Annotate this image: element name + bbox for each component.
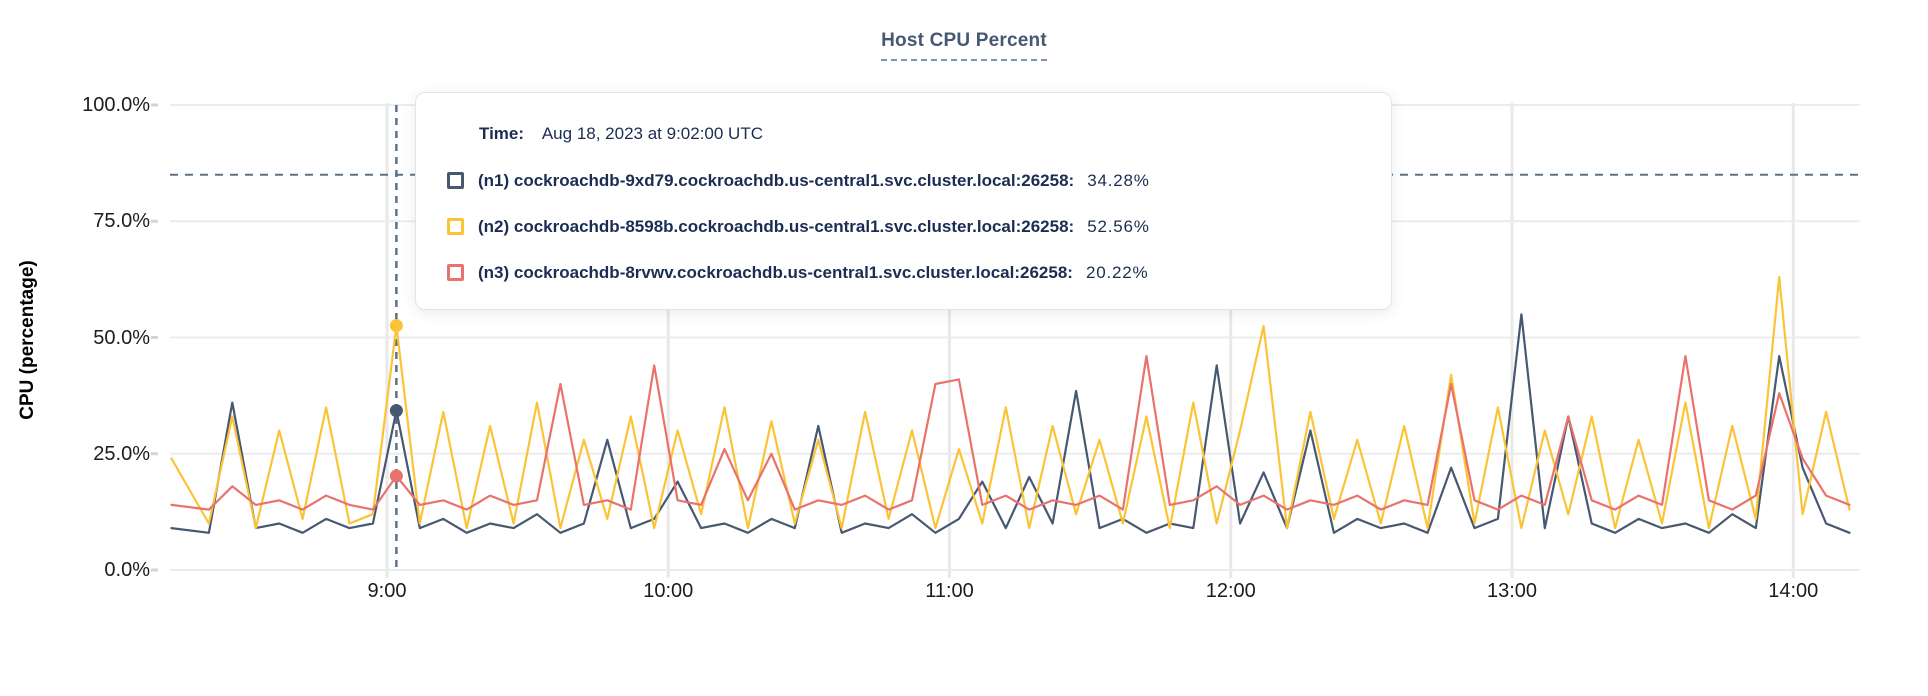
- tooltip-time-row: Time: Aug 18, 2023 at 9:02:00 UTC: [447, 123, 1355, 144]
- series-n2-value: 52.56%: [1087, 217, 1150, 236]
- series-n1-line: [170, 313, 1851, 534]
- x-tick-label: 9:00: [367, 580, 407, 602]
- series-n1-label: (n1) cockroachdb-9xd79.cockroachdb.us-ce…: [478, 171, 1075, 190]
- series-n3-legend-swatch-icon: [447, 264, 464, 281]
- chart-tooltip: Time: Aug 18, 2023 at 9:02:00 UTC (n1) c…: [415, 92, 1392, 310]
- x-tick-label: 13:00: [1486, 580, 1538, 602]
- hover-dot-n3: [389, 469, 403, 483]
- series-n2-legend-swatch-icon: [447, 218, 464, 235]
- chart-header: Host CPU Percent: [0, 30, 1928, 61]
- y-tick-label: 50.0%: [93, 326, 150, 349]
- y-tick-label: 75.0%: [93, 210, 150, 233]
- tooltip-series-row: (n1) cockroachdb-9xd79.cockroachdb.us-ce…: [447, 170, 1355, 191]
- series-n3-line: [170, 355, 1851, 511]
- series-n2-line: [170, 275, 1851, 530]
- y-tick-label: 25.0%: [93, 442, 150, 465]
- tooltip-series-row: (n3) cockroachdb-8rvwv.cockroachdb.us-ce…: [447, 262, 1355, 283]
- series-n3-value: 20.22%: [1085, 263, 1149, 282]
- x-tick-label: 11:00: [925, 580, 974, 602]
- tooltip-time-value: Aug 18, 2023 at 9:02:00 UTC: [541, 124, 763, 143]
- series-n3-label: (n3) cockroachdb-8rvwv.cockroachdb.us-ce…: [478, 263, 1073, 282]
- hover-dot-n2: [389, 319, 403, 333]
- x-tick-label: 12:00: [1205, 580, 1256, 602]
- y-tick-label: 100.0%: [82, 94, 150, 116]
- tooltip-time-label: Time:: [479, 124, 525, 143]
- x-tick-label: 14:00: [1768, 580, 1819, 602]
- tooltip-series-row: (n2) cockroachdb-8598b.cockroachdb.us-ce…: [447, 216, 1355, 237]
- x-tick-label: 10:00: [643, 580, 694, 602]
- series-n1-value: 34.28%: [1087, 171, 1150, 190]
- chart-title: Host CPU Percent: [881, 30, 1047, 61]
- series-n2-label: (n2) cockroachdb-8598b.cockroachdb.us-ce…: [478, 217, 1075, 236]
- hover-dot-n1: [389, 404, 403, 418]
- series-n1-legend-swatch-icon: [447, 172, 464, 189]
- y-tick-label: 0.0%: [104, 559, 150, 581]
